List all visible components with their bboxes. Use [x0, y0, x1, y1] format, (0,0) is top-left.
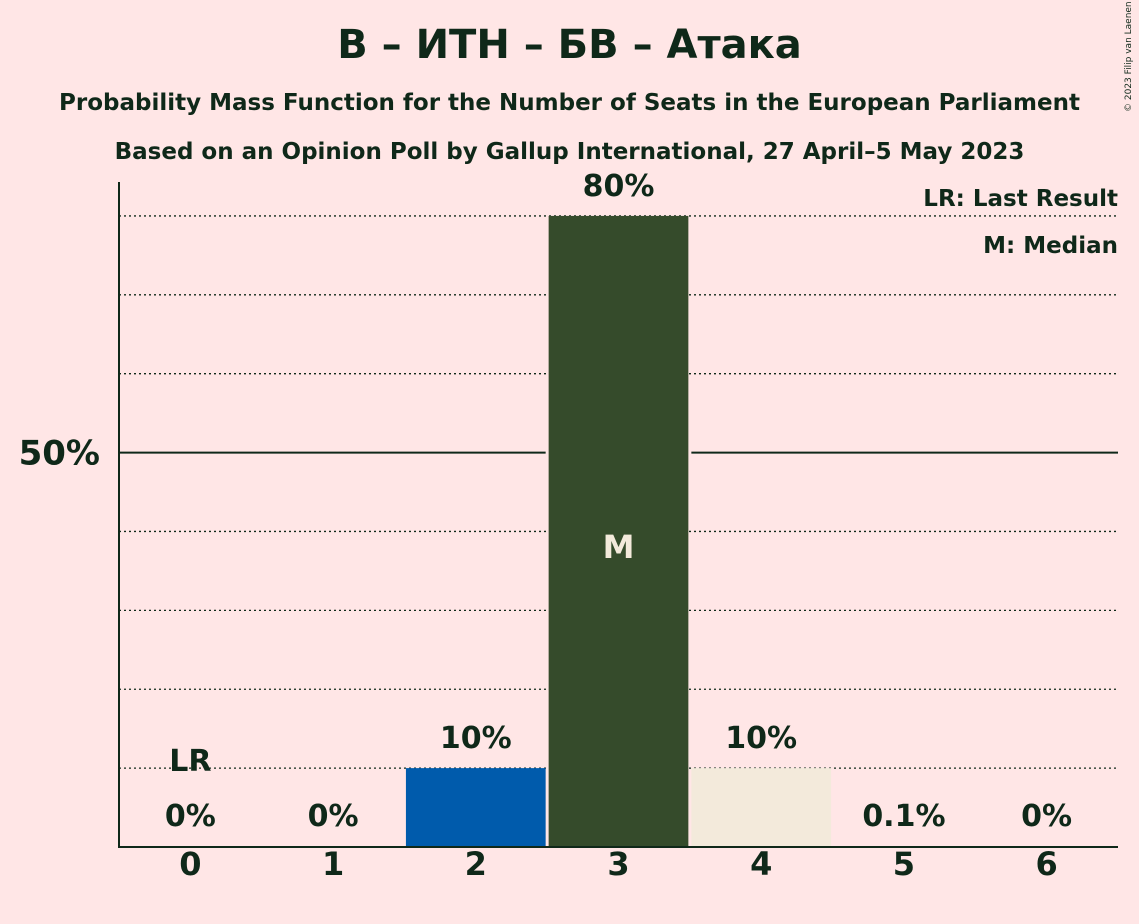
data-label: 10% — [725, 721, 797, 756]
x-tick-label: 5 — [893, 845, 915, 883]
last-result-marker: LR — [169, 744, 211, 779]
chart-source-note: Based on an Opinion Poll by Gallup Inter… — [114, 139, 1025, 165]
x-tick-label: 1 — [322, 845, 344, 883]
median-marker: M — [603, 528, 635, 566]
data-label: 80% — [583, 169, 655, 204]
bar — [548, 215, 689, 847]
y-tick-label: 50% — [19, 434, 100, 474]
data-label: 10% — [440, 721, 512, 756]
legend-last-result: LR: Last Result — [923, 186, 1118, 212]
chart-subtitle: Probability Mass Function for the Number… — [59, 90, 1080, 116]
x-tick-label: 2 — [465, 845, 487, 883]
x-tick-label: 6 — [1036, 845, 1058, 883]
bar — [405, 768, 546, 847]
data-label: 0% — [308, 799, 359, 834]
x-tick-label: 4 — [750, 845, 772, 883]
data-label: 0.1% — [862, 799, 945, 834]
x-tick-label: 0 — [179, 845, 201, 883]
x-tick-label: 3 — [607, 845, 629, 883]
data-label: 0% — [165, 799, 216, 834]
legend-median: M: Median — [983, 233, 1118, 259]
chart-title: В – ИТН – БВ – Атака — [337, 22, 802, 68]
data-label: 0% — [1021, 799, 1072, 834]
bar — [691, 768, 832, 847]
